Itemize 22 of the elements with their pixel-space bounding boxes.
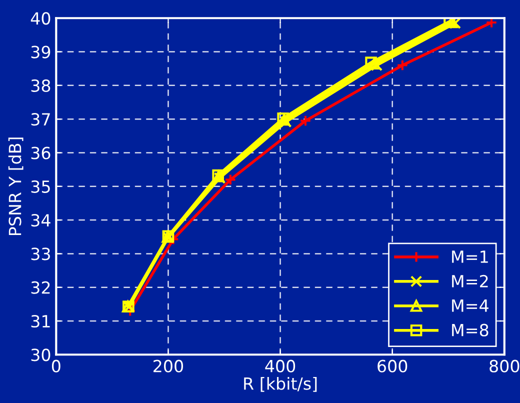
y-tick-label: 31: [31, 314, 50, 328]
legend-label: M=4: [452, 300, 488, 312]
legend-label: M=1: [452, 250, 488, 263]
x-tick-label: 200: [154, 360, 184, 372]
y-tick-label: 39: [31, 46, 50, 58]
y-tick-label: 34: [31, 214, 50, 227]
x-tick-label: 600: [378, 360, 408, 372]
y-tick-label: 35: [31, 180, 50, 193]
x-tick-label: 800: [490, 360, 520, 372]
y-tick-label: 36: [31, 146, 50, 160]
y-tick-label: 37: [31, 113, 50, 126]
x-tick-label: 400: [265, 360, 296, 372]
y-tick-label: 32: [31, 281, 50, 294]
legend-label: M=8: [452, 324, 488, 336]
x-axis-title: R [kbit/s]: [244, 377, 317, 392]
y-tick-label: 38: [31, 79, 50, 92]
y-tick-label: 40: [30, 12, 50, 25]
legend-label: M=2: [452, 274, 488, 288]
y-axis-title: PSNR Y [dB]: [8, 138, 24, 235]
x-tick-label: 0: [52, 360, 60, 372]
y-tick-label: 30: [31, 348, 50, 362]
y-tick-label: 33: [31, 248, 50, 260]
